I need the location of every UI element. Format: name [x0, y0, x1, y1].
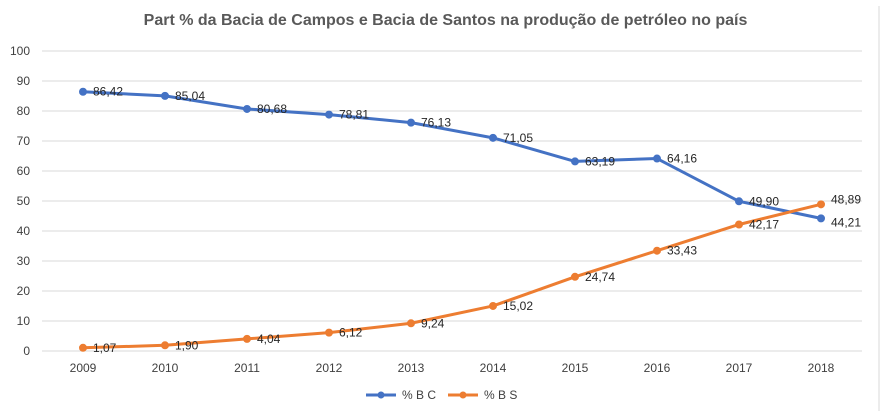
- legend-swatch-marker: [459, 391, 467, 399]
- data-point: [571, 272, 579, 281]
- data-point: [243, 104, 251, 113]
- data-label: 76,13: [421, 116, 451, 130]
- data-point: [735, 197, 743, 206]
- data-label: 80,68: [257, 102, 287, 116]
- data-label: 15,02: [503, 299, 533, 313]
- data-point: [161, 91, 169, 100]
- x-tick-label: 2015: [562, 361, 589, 375]
- x-tick-label: 2018: [808, 361, 835, 375]
- data-label: 49,90: [749, 194, 779, 208]
- data-point: [243, 334, 251, 343]
- y-tick-label: 50: [17, 194, 31, 208]
- data-label: 78,81: [339, 108, 369, 122]
- data-label: 63,19: [585, 154, 615, 168]
- x-tick-label: 2016: [644, 361, 671, 375]
- y-tick-label: 60: [17, 164, 31, 178]
- data-point: [571, 157, 579, 166]
- data-point: [735, 220, 743, 229]
- data-label: 33,43: [667, 244, 697, 258]
- data-point: [489, 301, 497, 310]
- y-tick-label: 70: [17, 134, 31, 148]
- data-label: 44,21: [831, 215, 861, 229]
- series-line: [81, 202, 823, 350]
- x-tick-label: 2010: [152, 361, 179, 375]
- data-point: [79, 87, 87, 96]
- data-label: 1,07: [93, 341, 117, 355]
- data-label: 4,04: [257, 332, 281, 346]
- x-tick-label: 2011: [234, 361, 260, 375]
- data-label: 1,90: [175, 338, 199, 352]
- data-point: [161, 341, 169, 350]
- data-label: 9,24: [421, 316, 445, 330]
- x-tick-label: 2009: [70, 361, 97, 375]
- data-point: [407, 118, 415, 127]
- y-tick-label: 10: [17, 314, 31, 328]
- data-point: [325, 110, 333, 119]
- data-label: 71,05: [503, 131, 533, 145]
- data-point: [817, 200, 825, 209]
- data-point: [653, 154, 661, 163]
- y-tick-label: 30: [17, 254, 31, 268]
- legend-swatch-marker: [377, 391, 385, 399]
- legend-label: % B C: [402, 388, 436, 402]
- x-tick-label: 2014: [480, 361, 507, 375]
- chart-title: Part % da Bacia de Campos e Bacia de San…: [143, 12, 748, 29]
- data-point: [325, 328, 333, 337]
- data-label: 24,74: [585, 270, 615, 284]
- x-tick-label: 2013: [398, 361, 425, 375]
- data-label: 42,17: [749, 217, 779, 231]
- data-point: [817, 214, 825, 223]
- x-tick-label: 2012: [316, 361, 343, 375]
- y-tick-label: 90: [17, 74, 31, 88]
- data-label: 6,12: [339, 326, 363, 340]
- x-tick-label: 2017: [726, 361, 753, 375]
- y-tick-label: 80: [17, 104, 31, 118]
- data-point: [653, 246, 661, 255]
- y-tick-label: 20: [17, 284, 31, 298]
- data-point: [489, 133, 497, 142]
- series-line: [81, 90, 823, 220]
- y-tick-label: 0: [23, 344, 30, 358]
- data-label: 86,42: [93, 85, 123, 99]
- legend-label: % B S: [484, 388, 517, 402]
- data-label: 48,89: [831, 192, 861, 206]
- data-label: 85,04: [175, 89, 205, 103]
- data-point: [407, 319, 415, 328]
- data-point: [79, 343, 87, 352]
- y-tick-label: 100: [10, 44, 30, 58]
- data-label: 64,16: [667, 152, 697, 166]
- y-tick-label: 40: [17, 224, 31, 238]
